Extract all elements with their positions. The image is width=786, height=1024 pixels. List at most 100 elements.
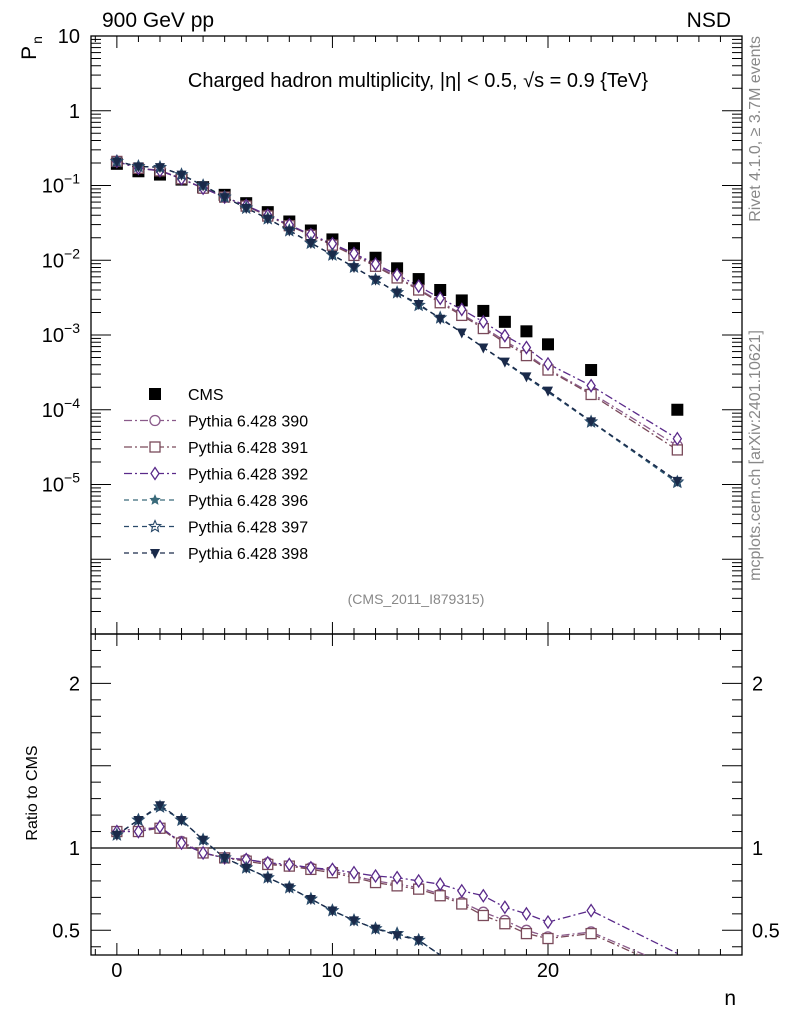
data-point	[111, 830, 122, 841]
data-point	[284, 883, 295, 894]
y-tick-label: 10	[58, 26, 80, 48]
data-point	[456, 328, 467, 339]
data-point	[219, 853, 230, 864]
data-point	[349, 246, 359, 261]
ratio-series-line	[116, 827, 639, 955]
series-line	[116, 160, 678, 451]
data-point	[543, 914, 553, 930]
data-point	[520, 325, 533, 338]
data-point	[149, 441, 161, 453]
data-point	[500, 328, 510, 343]
data-point	[392, 267, 402, 282]
data-point	[413, 936, 424, 947]
ratio-y-tick-label: 0.5	[52, 920, 80, 942]
data-point	[413, 873, 424, 889]
data-point	[671, 403, 684, 416]
data-point	[284, 857, 295, 872]
data-point	[521, 340, 532, 355]
data-point	[455, 294, 468, 307]
ratio-y-tick-label: 1	[69, 838, 80, 860]
data-point	[133, 162, 144, 173]
ratio-y-tick-label-right: 2	[752, 673, 763, 695]
data-point	[133, 816, 144, 827]
data-point	[542, 386, 553, 397]
series-line	[116, 160, 678, 483]
data-point	[586, 417, 597, 428]
data-point	[111, 157, 122, 168]
mcplots-text: mcplots.cern.ch [arXiv:2401.10621]	[747, 330, 764, 581]
ratio-y-tick-label-right: 0.5	[752, 920, 780, 942]
data-point	[520, 927, 533, 940]
legend-entry: Pythia 6.428 391	[188, 440, 308, 457]
data-point	[327, 862, 338, 877]
ratio-series-line	[116, 806, 441, 955]
data-point	[434, 890, 446, 902]
header-right: NSD	[687, 9, 731, 32]
data-point	[133, 824, 144, 839]
legend-entry: CMS	[188, 387, 224, 404]
data-point	[198, 181, 209, 192]
ratio-y-tick-label-right: 1	[752, 838, 763, 860]
data-point	[413, 299, 424, 310]
data-point	[305, 895, 316, 906]
data-point	[370, 256, 381, 272]
data-point	[219, 193, 230, 204]
chart-title: Charged hadron multiplicity, |η| < 0.5, …	[188, 70, 648, 92]
legend-entry: Pythia 6.428 390	[188, 414, 308, 431]
data-point	[370, 924, 381, 935]
svg-text:Pn: Pn	[18, 36, 45, 60]
y-tick-label: 10−2	[42, 245, 80, 272]
main-plot-frame	[90, 35, 743, 635]
data-point	[262, 873, 273, 884]
data-point	[543, 356, 553, 372]
y-tick-label: 10−3	[42, 320, 80, 347]
data-point	[521, 906, 532, 922]
data-point	[478, 343, 489, 354]
data-point	[392, 288, 403, 299]
y-tick-label: 10−1	[42, 171, 80, 198]
data-point	[456, 302, 467, 317]
series-line	[116, 160, 678, 482]
data-point	[149, 388, 161, 400]
data-point	[672, 431, 683, 446]
data-point	[586, 903, 596, 918]
data-point	[348, 263, 359, 274]
x-axis-label: n	[724, 987, 736, 1010]
data-point	[327, 250, 338, 261]
data-point	[541, 338, 554, 351]
data-point	[456, 883, 467, 898]
data-point	[435, 291, 445, 306]
data-point	[150, 466, 160, 481]
data-point	[262, 855, 273, 870]
data-point	[241, 863, 252, 874]
data-point	[349, 865, 359, 880]
data-point	[392, 931, 403, 942]
data-point	[241, 204, 252, 215]
data-point	[149, 414, 161, 427]
header-left: 900 GeV pp	[102, 9, 214, 32]
data-point	[671, 444, 683, 456]
legend-entry: Pythia 6.428 398	[188, 546, 308, 563]
x-tick-label: 20	[537, 960, 559, 982]
ratio-plot-frame	[90, 633, 743, 956]
data-point	[585, 927, 597, 940]
data-point	[176, 835, 187, 851]
data-point	[154, 163, 165, 174]
ratio-ylabel: Ratio to CMS	[24, 745, 41, 840]
data-point	[327, 906, 338, 917]
data-point	[521, 372, 532, 383]
data-point	[434, 283, 447, 296]
data-point	[305, 239, 316, 250]
data-point	[284, 226, 295, 237]
data-point	[585, 364, 598, 377]
data-point	[478, 888, 489, 903]
data-point	[542, 932, 554, 945]
data-point	[147, 519, 163, 533]
data-point	[176, 816, 187, 827]
data-point	[413, 279, 424, 294]
ratio-series-line	[116, 804, 441, 955]
data-point	[198, 835, 209, 846]
data-point	[370, 868, 381, 884]
y-tick-label: 1	[69, 101, 80, 123]
